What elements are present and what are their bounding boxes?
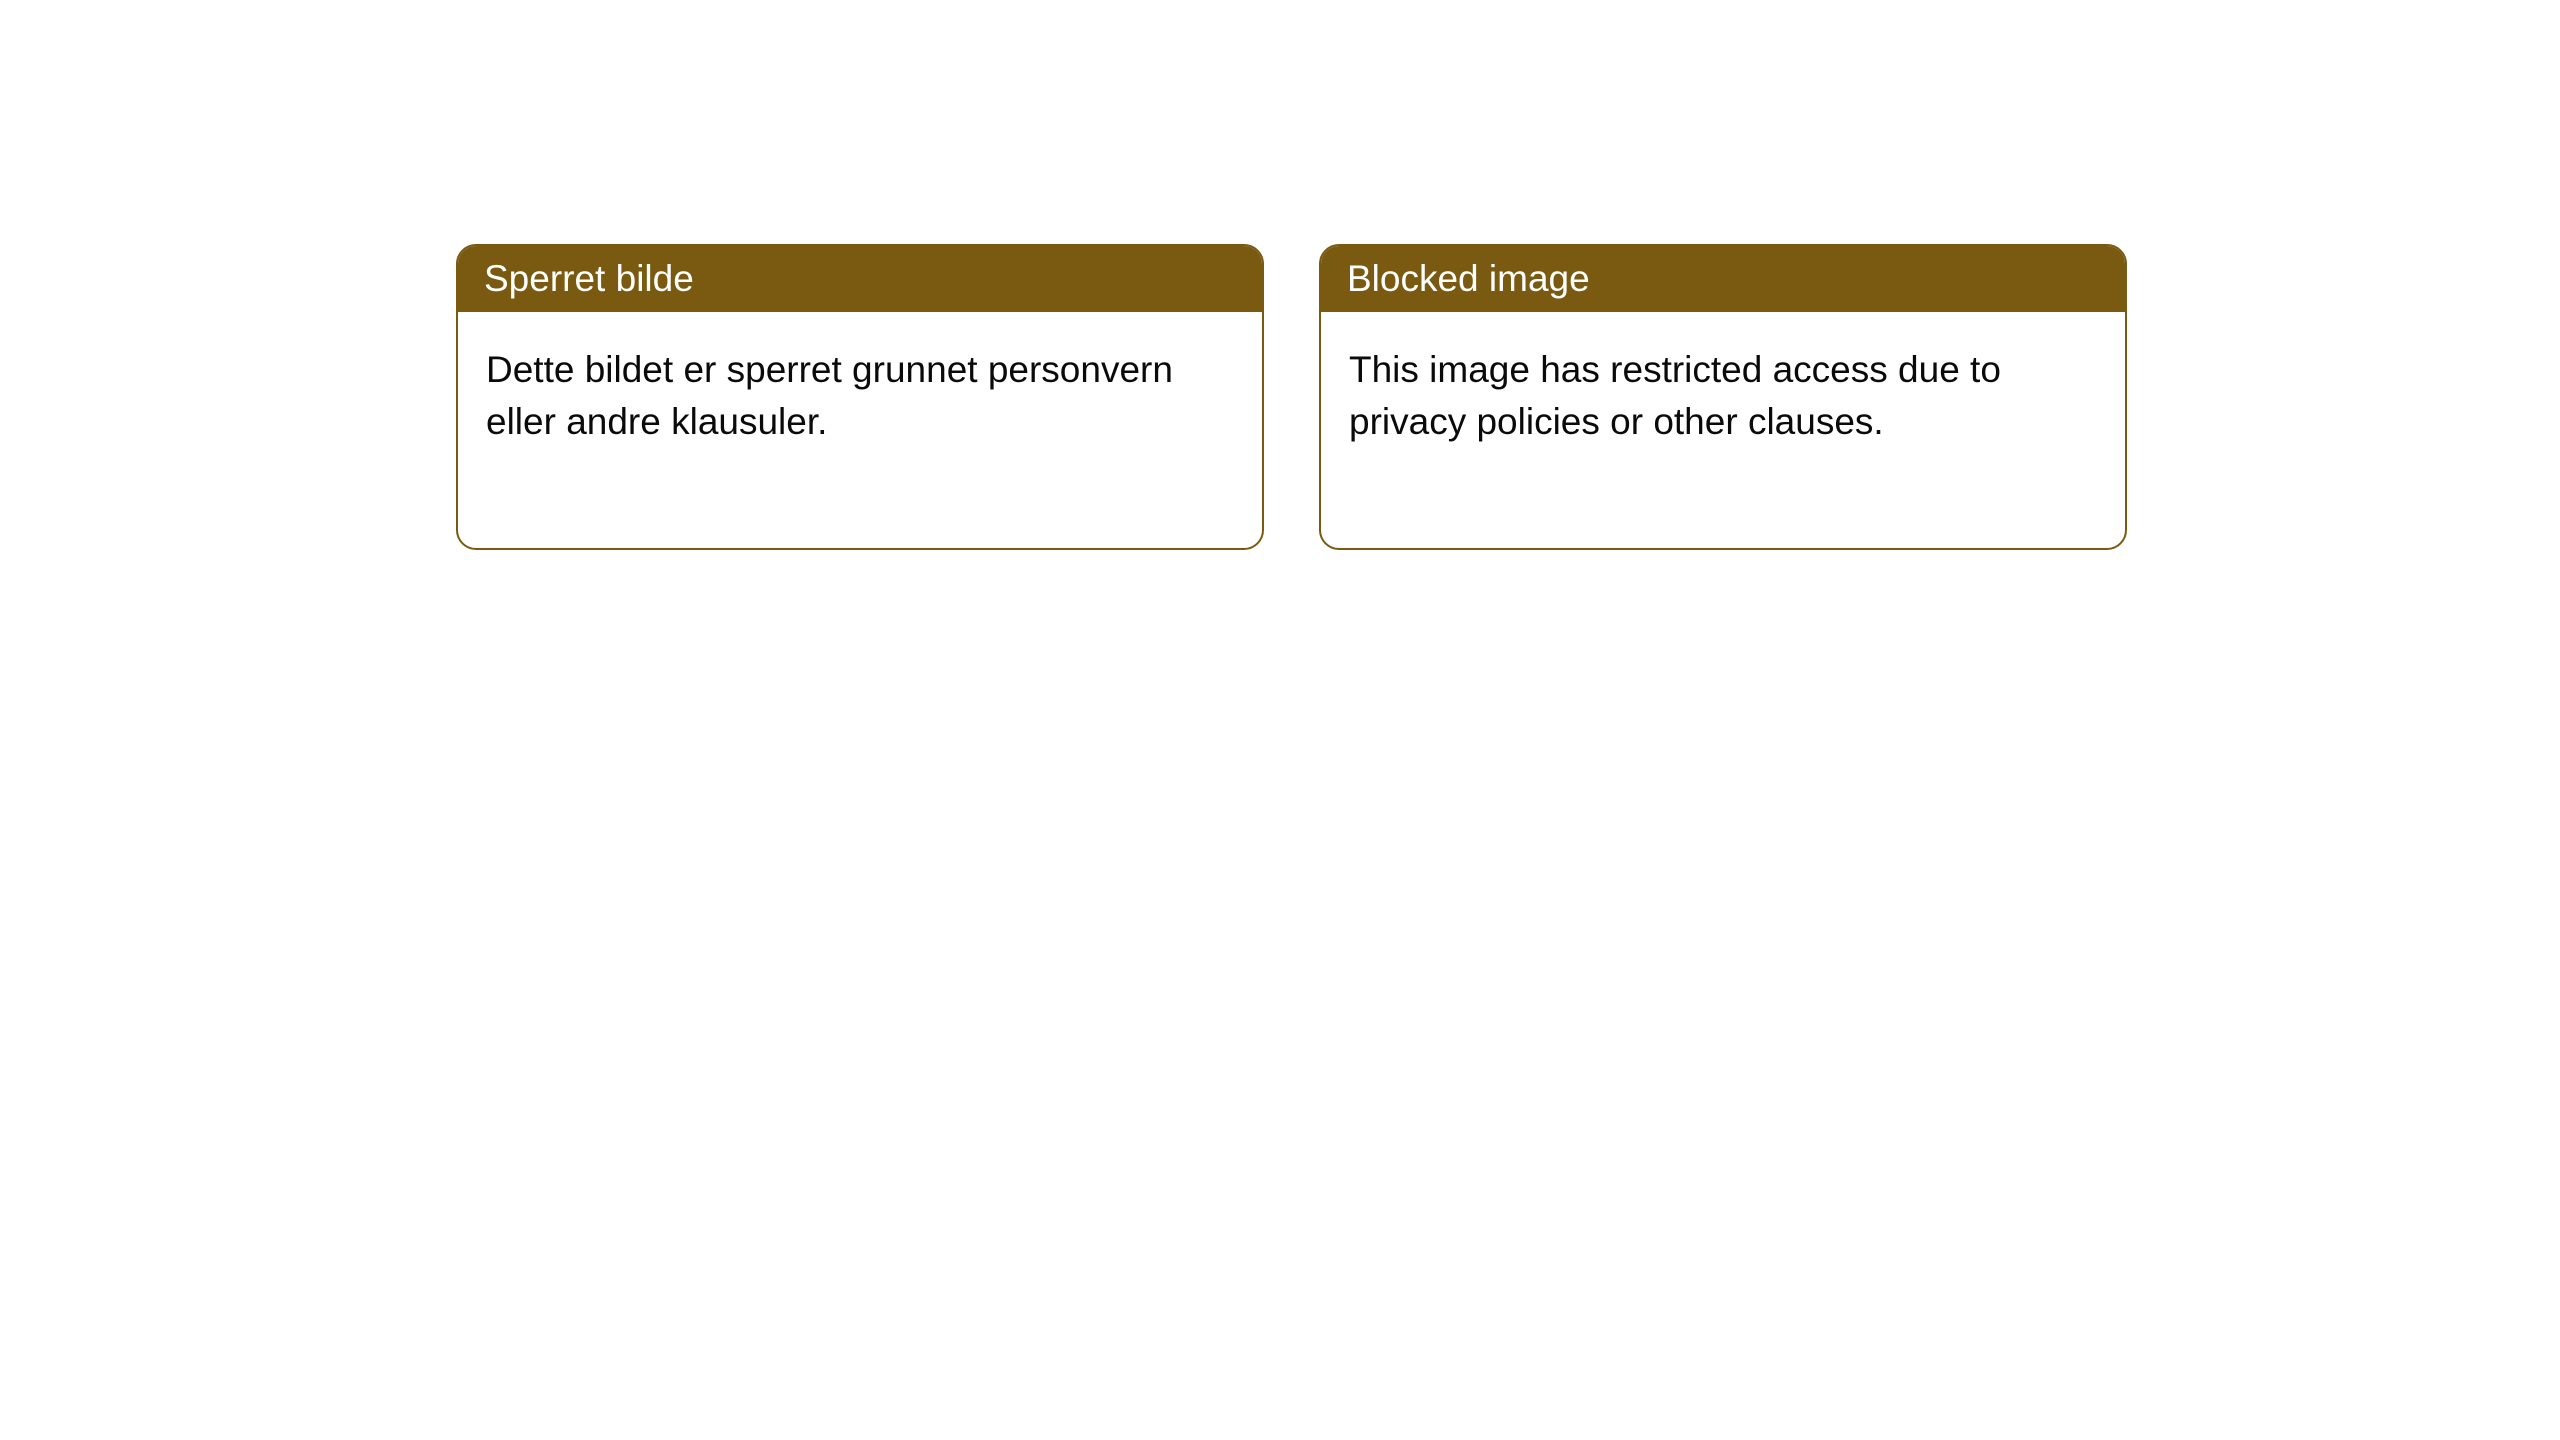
notice-card-body: This image has restricted access due to … bbox=[1321, 312, 2125, 548]
notice-card-title: Blocked image bbox=[1321, 246, 2125, 312]
notice-card-norwegian: Sperret bilde Dette bildet er sperret gr… bbox=[456, 244, 1264, 550]
notice-card-title: Sperret bilde bbox=[458, 246, 1262, 312]
notice-card-english: Blocked image This image has restricted … bbox=[1319, 244, 2127, 550]
notice-cards-container: Sperret bilde Dette bildet er sperret gr… bbox=[0, 0, 2560, 550]
notice-card-body: Dette bildet er sperret grunnet personve… bbox=[458, 312, 1262, 548]
